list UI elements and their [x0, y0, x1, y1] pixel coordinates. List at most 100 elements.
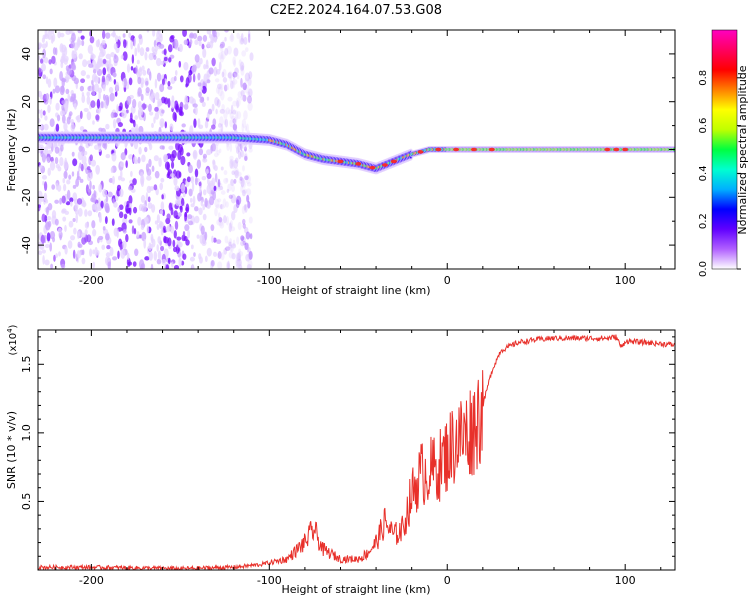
spectrogram-noise-cell	[153, 116, 156, 124]
spectrogram-noise-cell	[237, 252, 242, 262]
spectrogram-x-tick-label: -200	[79, 274, 104, 287]
spectrogram-noise-cell	[46, 232, 51, 242]
spectrogram-peak-spot	[417, 150, 424, 154]
spectrogram-noise-cell	[47, 203, 53, 211]
spectrogram-noise-cell	[159, 118, 165, 128]
spectrogram-noise-cell	[158, 157, 162, 168]
spectrogram-noise-cell	[170, 153, 175, 162]
spectrogram-noise-cell	[223, 109, 228, 120]
spectrogram-noise-cell	[206, 247, 212, 257]
spectrogram-noise-cell	[227, 260, 230, 269]
spectrogram-noise-cell	[214, 172, 218, 183]
spectrogram-noise-cell	[111, 152, 117, 162]
colorbar-tick-label: 0.6	[698, 118, 709, 134]
spectrogram-noise-cell	[247, 259, 253, 269]
spectrogram-noise-cell	[226, 188, 230, 193]
spectrogram-noise-cell	[162, 209, 165, 217]
spectrogram-noise-cell	[128, 32, 132, 39]
spectrogram-noise-cell	[60, 263, 66, 269]
spectrogram-noise-cell	[202, 48, 207, 59]
spectrogram-noise-cell	[38, 43, 42, 49]
spectrogram-noise-cell	[235, 110, 239, 121]
spectrogram-noise-cell	[230, 244, 234, 253]
spectrogram-noise-cell	[197, 192, 202, 202]
spectrogram-noise-cell	[216, 198, 222, 203]
spectrogram-peak-spot	[604, 147, 611, 152]
spectrogram-noise-cell	[203, 64, 207, 70]
spectrogram-noise-cell	[72, 217, 76, 223]
spectrogram-noise-cell	[150, 263, 154, 269]
spectrogram-noise-cell	[128, 185, 133, 191]
spectrogram-noise-cell	[40, 234, 45, 245]
spectrogram-noise-cell	[129, 112, 133, 120]
spectrogram-noise-cell	[121, 109, 127, 119]
spectrogram-noise-cell	[216, 239, 222, 245]
spectrogram-noise-cell	[63, 183, 67, 192]
spectrogram-noise-cell	[72, 184, 77, 189]
spectrogram-noise-cell	[116, 104, 119, 114]
spectrogram-noise-cell	[238, 250, 244, 257]
spectrogram-noise-cell	[230, 104, 234, 115]
spectrogram-noise-cell	[229, 155, 234, 161]
spectrogram-noise-cell	[233, 59, 236, 68]
spectrogram-noise-cell	[43, 123, 49, 131]
spectrogram-noise-cell	[246, 91, 251, 96]
spectrogram-noise-cell	[196, 234, 200, 239]
spectrogram-noise-cell	[130, 66, 134, 71]
spectrogram-noise-cell	[217, 251, 222, 260]
spectrogram-noise-cell	[43, 192, 48, 201]
spectrogram-noise-cell	[89, 154, 93, 162]
spectrogram-noise-cell	[213, 37, 218, 43]
spectrogram-noise-cell	[211, 57, 216, 67]
spectrogram-noise-cell	[244, 47, 249, 53]
spectrogram-noise-cell	[175, 199, 181, 206]
spectrogram-noise-cell	[231, 210, 236, 221]
spectrogram-noise-cell	[164, 161, 170, 170]
spectrogram-noise-cell	[184, 95, 189, 105]
spectrogram-noise-cell	[91, 90, 96, 96]
spectrogram-noise-cell	[61, 100, 66, 105]
spectrogram-noise-cell	[216, 68, 221, 75]
spectrogram-noise-cell	[248, 71, 253, 80]
spectrogram-noise-cell	[121, 240, 127, 249]
spectrogram-noise-cell	[76, 198, 83, 205]
spectrogram-noise-cell	[47, 78, 52, 88]
spectrogram-noise-cell	[194, 177, 198, 186]
spectrogram-noise-cell	[105, 153, 111, 159]
spectrogram-noise-cell	[214, 96, 220, 106]
spectrogram-noise-cell	[232, 71, 238, 78]
spectrogram-noise-cell	[220, 204, 223, 210]
spectrogram-peak-spot	[369, 165, 376, 170]
spectrogram-noise-cell	[226, 45, 232, 55]
spectrogram-noise-cell	[41, 213, 46, 222]
spectrogram-noise-cell	[155, 91, 160, 101]
spectrogram-noise-cell	[62, 177, 66, 184]
spectrogram-noise-cell	[99, 57, 103, 65]
spectrogram-noise-cell	[105, 96, 110, 106]
spectrogram-noise-cell	[248, 250, 253, 260]
spectrogram-noise-cell	[223, 118, 227, 126]
spectrogram-noise-cell	[108, 67, 111, 76]
spectrogram-noise-cell	[247, 76, 252, 87]
spectrogram-noise-cell	[229, 245, 233, 252]
spectrogram-noise-cell	[98, 91, 101, 100]
spectrogram-noise-cell	[213, 152, 219, 158]
spectrogram-noise-cell	[178, 257, 182, 267]
spectrogram-noise-cell	[217, 182, 223, 188]
spectrogram-noise-cell	[141, 65, 145, 72]
spectrogram-noise-cell	[191, 263, 195, 269]
spectrogram-noise-cell	[89, 248, 93, 257]
spectrogram-noise-cell	[204, 255, 208, 262]
spectrogram-noise-cell	[202, 153, 208, 159]
spectrogram-noise-cell	[86, 91, 91, 97]
spectrogram-noise-cell	[184, 224, 190, 232]
spectrogram-noise-cell	[230, 179, 235, 187]
spectrogram-noise-cell	[145, 192, 149, 202]
spectrogram-noise-cell	[226, 83, 230, 91]
spectrogram-noise-cell	[53, 77, 58, 88]
snr-panel: -200 -100 0 100 0.5 1.0 1.5 Height of straigh…	[5, 324, 676, 596]
spectrogram-noise-cell	[62, 216, 67, 222]
spectrogram-noise-cell	[50, 156, 54, 163]
spectrogram-noise-cell	[83, 107, 89, 113]
spectrogram-noise-cell	[198, 40, 202, 47]
